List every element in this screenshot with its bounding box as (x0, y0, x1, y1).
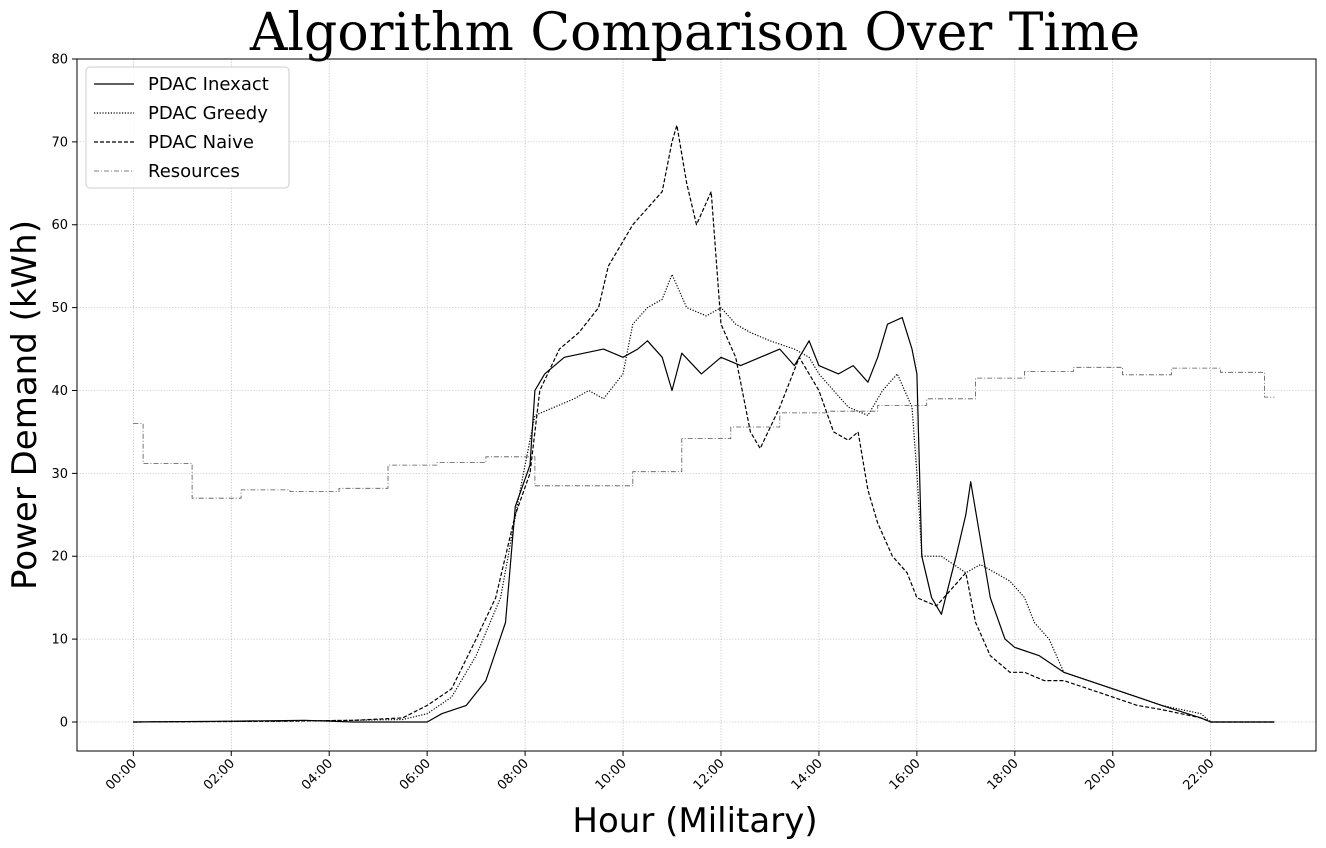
y-tick-label: 50 (51, 301, 68, 316)
y-tick-label: 70 (51, 135, 68, 150)
y-tick-label: 80 (51, 53, 68, 68)
legend-label: PDAC Naive (148, 132, 254, 153)
legend-label: PDAC Inexact (148, 74, 269, 95)
x-axis-label: Hour (Military) (572, 801, 817, 841)
legend-label: Resources (148, 161, 240, 182)
y-tick-label: 20 (51, 550, 68, 565)
legend: PDAC Inexact PDAC Greedy PDAC Naive Resourc… (86, 67, 289, 188)
y-tick-label: 0 (60, 715, 68, 730)
chart-title: Algorithm Comparison Over Time (249, 3, 1140, 63)
y-tick-label: 40 (51, 384, 68, 399)
y-tick-label: 30 (51, 467, 68, 482)
legend-label: PDAC Greedy (148, 103, 268, 124)
y-tick-label: 10 (51, 633, 68, 648)
y-tick-label: 60 (51, 218, 68, 233)
y-axis-label: Power Demand (kWh) (5, 220, 45, 590)
